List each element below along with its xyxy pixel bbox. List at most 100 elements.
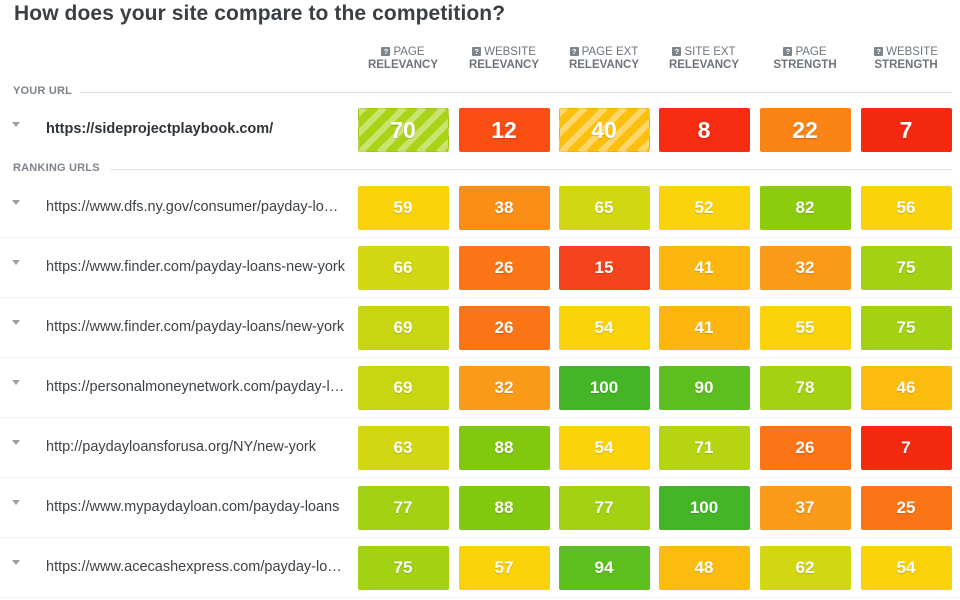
row-divider <box>0 597 960 598</box>
ranking-url-row: https://www.finder.com/payday-loans-new-… <box>0 245 960 291</box>
score-cell: 66 <box>357 246 449 290</box>
score-cell: 7 <box>860 426 952 470</box>
expand-row-icon[interactable] <box>12 200 20 205</box>
score-cell: 57 <box>458 546 550 590</box>
ranking-url-text[interactable]: https://www.finder.com/payday-loans/new-… <box>46 319 345 335</box>
your-url-divider <box>80 92 952 93</box>
score-cell: 26 <box>458 306 550 350</box>
score-cell: 54 <box>558 306 650 350</box>
row-divider <box>0 537 960 538</box>
row-divider <box>0 297 960 298</box>
column-header-line2: Relevancy <box>568 59 640 71</box>
ranking-url-row: https://www.mypaydayloan.com/payday-loan… <box>0 485 960 531</box>
expand-row-icon[interactable] <box>12 380 20 385</box>
column-header-line1: Site Ext <box>684 46 736 58</box>
row-divider <box>0 357 960 358</box>
score-cell: 26 <box>458 246 550 290</box>
ranking-url-text[interactable]: https://www.acecashexpress.com/payday-lo… <box>46 559 346 575</box>
ranking-urls-divider <box>110 169 952 170</box>
score-cell: 25 <box>860 486 952 530</box>
score-cell: 38 <box>458 186 550 230</box>
score-cell: 22 <box>759 108 851 152</box>
expand-row-icon[interactable] <box>12 500 20 505</box>
expand-row-icon[interactable] <box>12 260 20 265</box>
score-cell: 100 <box>558 366 650 410</box>
score-cell: 40 <box>558 108 650 152</box>
ranking-urls-label: RANKING URLS <box>13 162 100 174</box>
column-header-line1: Page <box>393 46 425 58</box>
score-cell: 15 <box>558 246 650 290</box>
score-cell: 90 <box>658 366 750 410</box>
column-header-line1: Page Ext <box>581 46 639 58</box>
score-cell: 52 <box>658 186 750 230</box>
column-header: ? Page Ext Relevancy <box>556 46 652 72</box>
score-cell: 59 <box>357 186 449 230</box>
help-icon[interactable]: ? <box>472 47 482 56</box>
score-cell: 100 <box>658 486 750 530</box>
score-cell: 94 <box>558 546 650 590</box>
score-cell: 78 <box>759 366 851 410</box>
column-header-line2: Strength <box>773 59 837 71</box>
expand-row-icon[interactable] <box>12 320 20 325</box>
expand-row-icon[interactable] <box>12 560 20 565</box>
score-cell: 55 <box>759 306 851 350</box>
ranking-url-text[interactable]: https://www.dfs.ny.gov/consumer/payday-l… <box>46 199 346 215</box>
column-header: ? Page Strength <box>757 46 853 72</box>
column-header-line2: Strength <box>874 59 938 71</box>
help-icon[interactable]: ? <box>783 47 793 56</box>
your-url-text[interactable]: https://sideprojectplaybook.com/ <box>46 121 274 137</box>
column-header-line2: Relevancy <box>668 59 740 71</box>
score-cell: 69 <box>357 366 449 410</box>
column-header-line2: Relevancy <box>468 59 540 71</box>
score-cell: 70 <box>357 108 449 152</box>
column-header: ? Website Strength <box>858 46 954 72</box>
score-cell: 75 <box>860 246 952 290</box>
score-cell: 26 <box>759 426 851 470</box>
score-cell: 82 <box>759 186 851 230</box>
ranking-url-row: http://paydayloansforusa.org/NY/new-york… <box>0 425 960 471</box>
help-icon[interactable]: ? <box>672 47 682 56</box>
score-cell: 41 <box>658 306 750 350</box>
score-cell: 56 <box>860 186 952 230</box>
expand-row-icon[interactable] <box>12 440 20 445</box>
row-divider <box>0 417 960 418</box>
expand-row-icon[interactable] <box>12 122 20 127</box>
help-icon[interactable]: ? <box>874 47 884 56</box>
score-cell: 48 <box>658 546 750 590</box>
score-cell: 63 <box>357 426 449 470</box>
score-cell: 71 <box>658 426 750 470</box>
score-cell: 65 <box>558 186 650 230</box>
ranking-url-text[interactable]: https://www.mypaydayloan.com/payday-loan… <box>46 499 340 515</box>
ranking-url-text[interactable]: http://paydayloansforusa.org/NY/new-york <box>46 439 316 455</box>
column-header-line2: Relevancy <box>367 59 439 71</box>
row-divider <box>0 477 960 478</box>
score-cell: 77 <box>357 486 449 530</box>
column-header: ? Website Relevancy <box>456 46 552 72</box>
score-cell: 7 <box>860 108 952 152</box>
ranking-url-text[interactable]: https://personalmoneynetwork.com/payday-… <box>46 379 346 395</box>
row-divider <box>0 237 960 238</box>
score-cell: 37 <box>759 486 851 530</box>
help-icon[interactable]: ? <box>569 47 579 56</box>
score-cell: 46 <box>860 366 952 410</box>
help-icon[interactable]: ? <box>381 47 391 56</box>
score-cell: 77 <box>558 486 650 530</box>
page-title: How does your site compare to the compet… <box>14 2 506 25</box>
score-cell: 75 <box>860 306 952 350</box>
score-cell: 41 <box>658 246 750 290</box>
score-cell: 32 <box>759 246 851 290</box>
ranking-url-row: https://www.finder.com/payday-loans/new-… <box>0 305 960 351</box>
score-cell: 62 <box>759 546 851 590</box>
score-cell: 54 <box>558 426 650 470</box>
ranking-url-row: https://personalmoneynetwork.com/payday-… <box>0 365 960 411</box>
ranking-url-text[interactable]: https://www.finder.com/payday-loans-new-… <box>46 259 345 275</box>
ranking-url-row: https://www.acecashexpress.com/payday-lo… <box>0 545 960 591</box>
column-header-line1: Page <box>795 46 827 58</box>
your-url-row: https://sideprojectplaybook.com/70 12 40 8 2… <box>0 107 960 153</box>
score-cell: 75 <box>357 546 449 590</box>
score-cell: 12 <box>458 108 550 152</box>
column-header: ? Page Relevancy <box>355 46 451 72</box>
column-header-line1: Website <box>886 46 938 58</box>
column-header-line1: Website <box>484 46 536 58</box>
ranking-url-row: https://www.dfs.ny.gov/consumer/payday-l… <box>0 185 960 231</box>
